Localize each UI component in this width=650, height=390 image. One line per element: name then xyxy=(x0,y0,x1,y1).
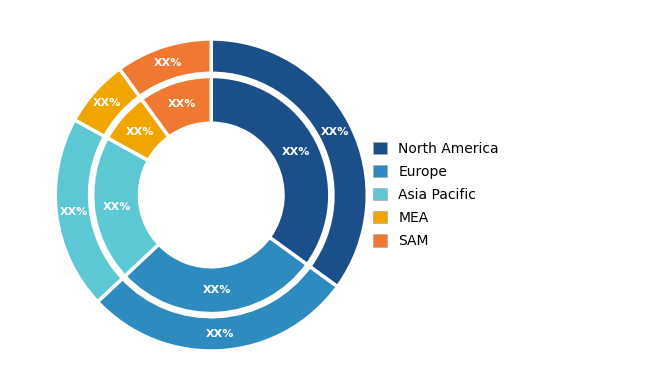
Text: XX%: XX% xyxy=(282,147,310,157)
Text: XX%: XX% xyxy=(206,328,234,339)
Wedge shape xyxy=(211,76,330,265)
Text: XX%: XX% xyxy=(320,127,349,137)
Wedge shape xyxy=(98,266,337,351)
Text: XX%: XX% xyxy=(203,285,231,295)
Text: XX%: XX% xyxy=(103,202,131,212)
Text: XX%: XX% xyxy=(154,58,183,68)
Text: XX%: XX% xyxy=(168,99,196,110)
Wedge shape xyxy=(75,69,140,136)
Wedge shape xyxy=(142,76,211,137)
Text: XX%: XX% xyxy=(125,127,154,137)
Wedge shape xyxy=(55,120,123,302)
Wedge shape xyxy=(120,39,211,97)
Text: XX%: XX% xyxy=(93,98,122,108)
Text: XX%: XX% xyxy=(59,207,88,217)
Wedge shape xyxy=(107,99,169,160)
Wedge shape xyxy=(93,138,159,276)
Wedge shape xyxy=(125,237,307,314)
Legend: North America, Europe, Asia Pacific, MEA, SAM: North America, Europe, Asia Pacific, MEA… xyxy=(367,135,506,255)
Wedge shape xyxy=(211,39,367,287)
